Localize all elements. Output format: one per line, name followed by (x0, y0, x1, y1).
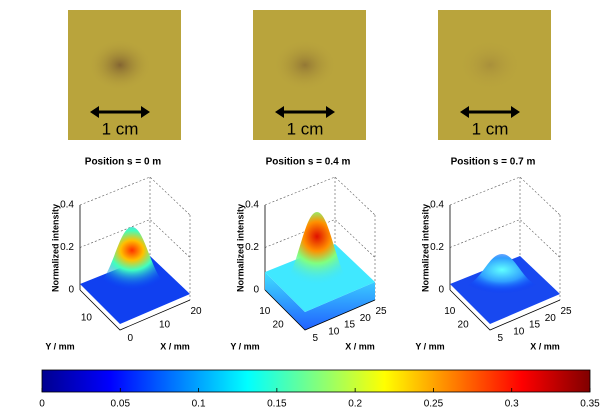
colorbar-tick-label: 0.25 (424, 399, 444, 410)
scale-label: 1 cm (287, 119, 324, 138)
y-tick-label: 20 (273, 319, 285, 330)
z-tick-label: 0.4 (245, 200, 259, 211)
panel: 1 cm Position s = 0.4 m 0 0.2 0.4Normalized … (230, 10, 387, 351)
x-tick-label: 25 (561, 306, 573, 317)
colorbar-tick-label: 0.05 (111, 399, 131, 410)
x-tick-label: 10 (159, 320, 171, 331)
colorbar-tick-label: 0.15 (267, 399, 287, 410)
z-tick-label: 0.2 (245, 242, 259, 253)
z-tick-label: 0.4 (430, 200, 444, 211)
z-axis-label: Normalized intensity (235, 204, 245, 292)
colorbar-tick-label: 0 (39, 399, 45, 410)
z-tick-label: 0 (253, 285, 259, 296)
x-tick-label: 20 (191, 306, 203, 317)
x-tick-label: 5 (498, 333, 504, 344)
x-tick-label: 20 (545, 313, 557, 324)
y-tick-label: 20 (458, 319, 470, 330)
plot-title: Position s = 0.7 m (451, 157, 536, 168)
y-axis-label: Y / mm (230, 341, 259, 351)
z-tick-label: 0.2 (60, 242, 74, 253)
x-axis-label: X / mm (345, 341, 375, 351)
x-tick-label: 15 (344, 320, 356, 331)
plot-title: Position s = 0 m (85, 157, 162, 168)
z-tick-label: 0.2 (430, 242, 444, 253)
y-axis-label: Y / mm (45, 341, 74, 351)
x-tick-label: 10 (513, 326, 525, 337)
y-axis-label: Y / mm (415, 341, 444, 351)
z-tick-label: 0 (438, 285, 444, 296)
colorbar-tick-label: 0.2 (348, 399, 362, 410)
x-tick-label: 5 (313, 333, 319, 344)
photo-spot (88, 39, 152, 91)
x-axis-label: X / mm (160, 341, 190, 351)
colorbar-tick-label: 0.35 (580, 399, 600, 410)
x-tick-label: 20 (360, 313, 372, 324)
y-tick-label: 10 (444, 306, 456, 317)
y-tick-label: 10 (259, 306, 271, 317)
z-axis-label: Normalized intensity (420, 204, 430, 292)
x-tick-label: 10 (328, 326, 340, 337)
x-axis-label: X / mm (530, 341, 560, 351)
z-tick-label: 0.4 (60, 200, 74, 211)
x-tick-label: 25 (376, 306, 388, 317)
x-tick-label: 0 (128, 333, 134, 344)
colorbar-tick-label: 0.1 (192, 399, 206, 410)
plot-title: Position s = 0.4 m (266, 157, 351, 168)
colorbar (42, 370, 590, 392)
y-tick-label: 10 (81, 313, 93, 324)
scale-label: 1 cm (472, 119, 509, 138)
x-tick-label: 15 (529, 320, 541, 331)
photo-spot (273, 39, 337, 91)
photo-spot (458, 39, 522, 91)
colorbar-tick-label: 0.3 (505, 399, 519, 410)
z-axis-label: Normalized intensity (50, 204, 60, 292)
z-tick-label: 0 (68, 285, 74, 296)
panel: 1 cm Position s = 0.7 m 0 0.2 0.4Normalized … (415, 10, 572, 351)
scale-label: 1 cm (102, 119, 139, 138)
surface-peak (94, 227, 170, 294)
figure: 1 cmPosition s = 0 m00.20.4Normalized in… (0, 0, 608, 412)
